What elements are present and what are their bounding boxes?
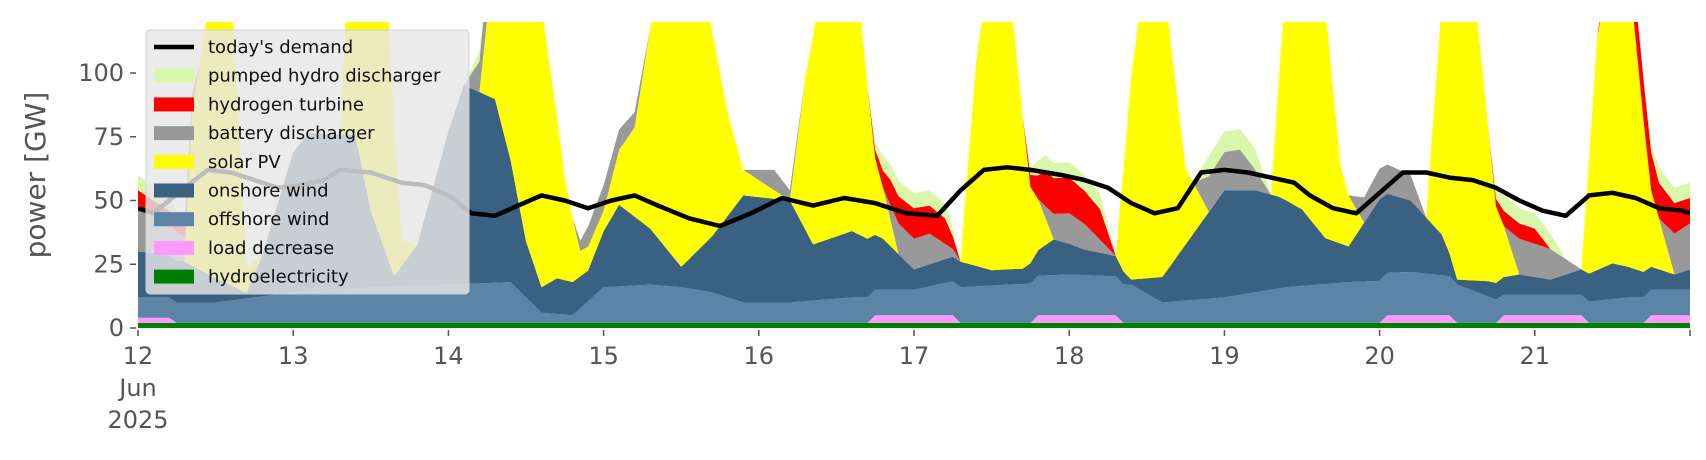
legend-label: battery discharger	[208, 123, 375, 144]
legend-item: load decrease	[154, 238, 334, 259]
legend-item: pumped hydro discharger	[154, 66, 441, 87]
x-tick-label: 13	[278, 342, 309, 370]
area-onshore-wind	[138, 85, 1690, 316]
x-tick-label: 12 Jun 2025	[107, 342, 168, 434]
x-tick-label: 15	[588, 342, 619, 370]
y-tick-label: 50	[93, 187, 124, 215]
legend-label: today's demand	[208, 37, 353, 58]
x-tick-label: 14	[433, 342, 464, 370]
y-tick-label: 25	[93, 250, 124, 278]
x-tick-label: 21	[1520, 342, 1551, 370]
legend-label: load decrease	[208, 238, 334, 259]
y-tick-label: 100	[78, 59, 124, 87]
x-tick-label: 20	[1364, 342, 1395, 370]
axes: 0 25 50 75 100 12 Jun 2025 13 14 15 16 17 18 19 20 21	[78, 59, 1691, 434]
area-battery-discharger	[138, 22, 1690, 280]
x-tick-label: 16	[744, 342, 775, 370]
legend-item: offshore wind	[154, 209, 330, 230]
x-tick-label: 18	[1054, 342, 1085, 370]
legend-label: hydroelectricity	[208, 267, 349, 288]
legend-item: hydrogen turbine	[154, 94, 364, 115]
legend-item: battery discharger	[154, 123, 375, 144]
x-tick-label: 19	[1209, 342, 1240, 370]
legend-label: solar PV	[208, 152, 281, 173]
legend-item: onshore wind	[154, 181, 329, 202]
area-hydroelectricity	[138, 322, 1690, 328]
stacked-areas	[138, 22, 1690, 328]
legend-box	[145, 29, 470, 295]
y-axis-title: power [GW]	[19, 92, 52, 259]
legend-item: hydroelectricity	[154, 267, 349, 288]
area-offshore-wind	[138, 271, 1690, 323]
legend: today's demand pumped hydro discharger hyd…	[145, 29, 470, 295]
area-load-decrease	[138, 315, 1690, 323]
y-tick-label: 0	[109, 314, 124, 342]
legend-label: offshore wind	[208, 209, 330, 230]
legend-label: pumped hydro discharger	[208, 66, 441, 87]
legend-label: hydrogen turbine	[208, 94, 364, 115]
legend-item: solar PV	[154, 152, 281, 173]
legend-item: today's demand	[154, 37, 353, 58]
area-solar-pv	[138, 22, 1690, 294]
y-tick-label: 75	[93, 123, 124, 151]
x-tick-label: 17	[899, 342, 930, 370]
legend-label: onshore wind	[208, 181, 329, 202]
area-hydrogen-turbine	[138, 22, 1690, 270]
